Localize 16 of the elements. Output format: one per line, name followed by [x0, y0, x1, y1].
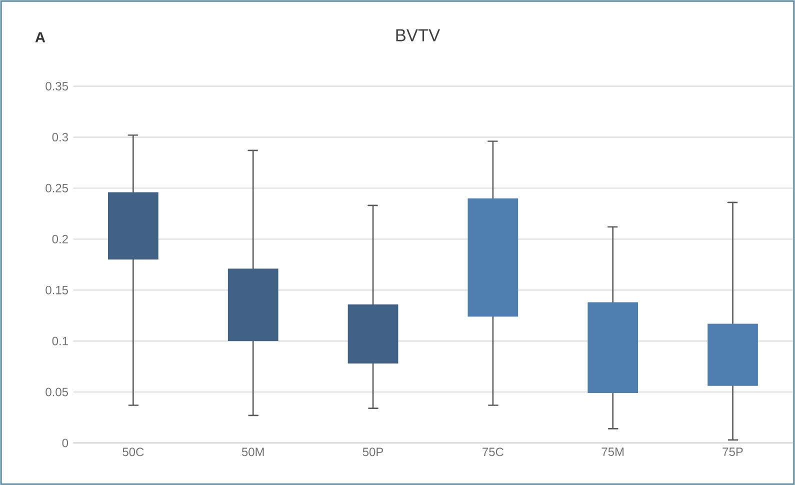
- y-tick-label: 0.05: [46, 388, 68, 396]
- y-tick-label: 0.35: [46, 82, 68, 90]
- y-tick-label: 0: [62, 438, 68, 448]
- text: A: [35, 32, 46, 42]
- x-tick-label: 75C: [482, 448, 504, 456]
- y-tick-label: 0.15: [46, 286, 68, 294]
- x-tick-label: 75M: [602, 448, 624, 456]
- x-tick-label: 50M: [242, 448, 264, 456]
- x-tick-label: 50C: [122, 448, 144, 456]
- x-tick-label: 50P: [362, 448, 384, 456]
- y-tick-label: 0.25: [46, 184, 68, 192]
- chart-title: BVTV: [396, 29, 440, 42]
- y-tick-label: 0.3: [52, 132, 68, 142]
- x-tick-label: 75P: [722, 448, 743, 456]
- y-tick-label: 0.2: [52, 234, 68, 244]
- y-tick-label: 0.1: [52, 336, 68, 346]
